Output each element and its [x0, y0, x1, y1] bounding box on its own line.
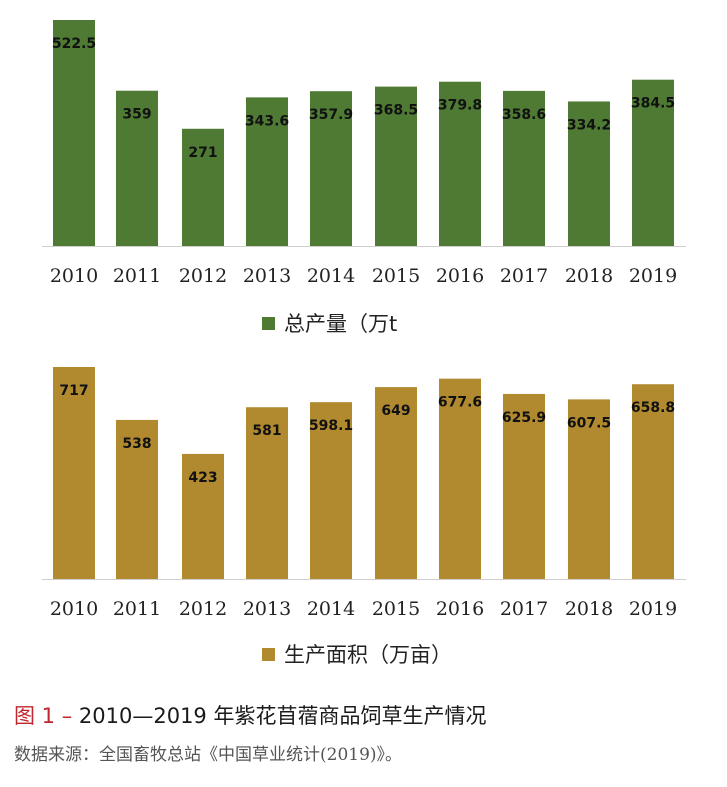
bar-2012 [182, 453, 224, 579]
x-tick-label-2017: 2017 [500, 265, 548, 287]
data-label-2018: 607.5 [567, 415, 611, 431]
legend-swatch [262, 648, 275, 661]
bar-2013 [246, 97, 288, 246]
data-label-2018: 334.2 [567, 117, 611, 133]
data-label-2011: 359 [122, 107, 151, 123]
data-label-2010: 717 [59, 383, 88, 399]
data-label-2010: 522.5 [52, 36, 96, 52]
data-label-2013: 343.6 [245, 113, 289, 129]
bar-2017 [503, 90, 545, 246]
data-label-2016: 379.8 [438, 98, 482, 114]
x-tick-label-2012: 2012 [179, 598, 227, 620]
x-tick-label-2010: 2010 [50, 598, 98, 620]
figure-title: 2010—2019 年紫花苜蓿商品饲草生产情况 [78, 704, 487, 728]
bar-2014 [310, 91, 352, 246]
x-tick-label-2014: 2014 [307, 598, 355, 620]
bar-2011 [116, 419, 158, 579]
data-label-2017: 625.9 [502, 410, 546, 426]
data-label-2017: 358.6 [502, 107, 546, 123]
x-tick-label-2019: 2019 [629, 265, 677, 287]
data-label-2012: 271 [188, 145, 217, 161]
data-label-2016: 677.6 [438, 395, 482, 411]
x-tick-label-2015: 2015 [372, 598, 420, 620]
bar-2018 [568, 399, 610, 579]
x-tick-label-2014: 2014 [307, 265, 355, 287]
bar-2018 [568, 101, 610, 247]
data-label-2015: 649 [381, 403, 410, 419]
x-tick-label-2019: 2019 [629, 598, 677, 620]
figure-label: 图 1 – [14, 704, 73, 728]
bar-2015 [375, 86, 417, 246]
x-tick-label-2010: 2010 [50, 265, 98, 287]
bar-2013 [246, 407, 288, 579]
x-tick-label-2018: 2018 [565, 598, 613, 620]
x-tick-label-2011: 2011 [113, 598, 161, 620]
figure-caption: 图 1 – 2010—2019 年紫花苜蓿商品饲草生产情况 [14, 700, 486, 730]
bar-2019 [632, 384, 674, 579]
bar-2015 [375, 387, 417, 579]
x-tick-label-2013: 2013 [243, 265, 291, 287]
bar-2016 [439, 378, 481, 579]
bar-2012 [182, 128, 224, 246]
data-label-2019: 658.8 [631, 400, 675, 416]
data-label-2012: 423 [188, 470, 217, 486]
data-source-note: 数据来源：全国畜牧总站《中国草业统计(2019)》。 [14, 745, 403, 765]
bar-2014 [310, 402, 352, 579]
legend-swatch [262, 317, 275, 330]
production-area-chart: 717 2010 538 2011 423 2012 581 2013 598.1 2014 649… [42, 367, 686, 667]
x-tick-label-2016: 2016 [436, 598, 484, 620]
bar-2010 [53, 367, 95, 579]
alfalfa-production-charts: 522.5 2010 359 2011 271 2012 343.6 2013 357.9 201… [42, 20, 686, 667]
x-tick-label-2017: 2017 [500, 598, 548, 620]
data-label-2019: 384.5 [631, 96, 675, 112]
x-tick-label-2013: 2013 [243, 598, 291, 620]
legend-label: 总产量（万t [284, 312, 397, 336]
x-tick-label-2011: 2011 [113, 265, 161, 287]
x-tick-label-2015: 2015 [372, 265, 420, 287]
x-tick-label-2012: 2012 [179, 265, 227, 287]
x-tick-label-2016: 2016 [436, 265, 484, 287]
data-label-2013: 581 [252, 423, 281, 439]
total-output-chart: 522.5 2010 359 2011 271 2012 343.6 2013 357.9 201… [42, 20, 686, 336]
data-label-2011: 538 [122, 436, 151, 452]
data-label-2015: 368.5 [374, 103, 418, 119]
data-label-2014: 357.9 [309, 107, 353, 123]
legend-label: 生产面积（万亩） [284, 643, 452, 667]
bar-2017 [503, 393, 545, 579]
bar-2011 [116, 90, 158, 246]
bar-2016 [439, 81, 481, 246]
x-tick-label-2018: 2018 [565, 265, 613, 287]
bar-2019 [632, 79, 674, 247]
data-label-2014: 598.1 [309, 418, 353, 434]
bar-2010 [53, 20, 95, 246]
